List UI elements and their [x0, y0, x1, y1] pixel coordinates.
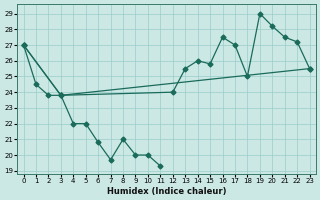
X-axis label: Humidex (Indice chaleur): Humidex (Indice chaleur): [107, 187, 226, 196]
